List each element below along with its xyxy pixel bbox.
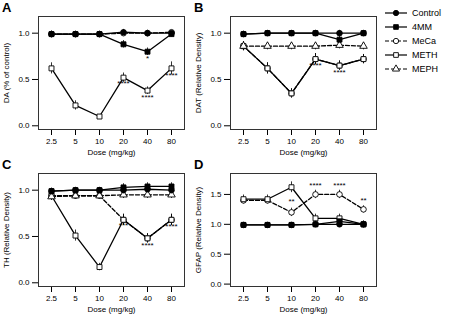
svg-text:*: * [146,54,149,63]
svg-text:2.5: 2.5 [238,137,250,146]
svg-text:TH (Relative Density): TH (Relative Density) [2,192,11,268]
svg-text:GFAP (Relative Density): GFAP (Relative Density) [194,186,203,273]
svg-text:5: 5 [265,294,270,303]
svg-text:***: *** [119,221,128,230]
svg-text:80: 80 [167,294,176,303]
svg-text:40: 40 [335,137,344,146]
html-text:MeCa: MeCa [412,36,436,46]
svg-text:10: 10 [287,137,296,146]
svg-text:1.0: 1.0 [210,29,222,38]
svg-text:20: 20 [311,294,320,303]
svg-text:****: **** [165,71,177,80]
svg-text:1.0: 1.0 [210,220,222,229]
svg-text:0.5: 0.5 [18,232,30,241]
html-text:C: C [2,157,12,172]
svg-text:5: 5 [73,137,78,146]
svg-text:0.0: 0.0 [18,121,30,130]
svg-text:****: **** [333,68,345,77]
svg-text:****: **** [309,61,321,70]
svg-text:80: 80 [167,137,176,146]
svg-text:****: **** [309,181,321,190]
svg-text:DA (% of control): DA (% of control) [2,42,11,103]
svg-text:Dose (mg/kg): Dose (mg/kg) [87,305,135,314]
svg-text:2.5: 2.5 [46,137,58,146]
svg-text:**: ** [288,197,294,206]
svg-text:1.5: 1.5 [210,190,222,199]
svg-text:2.5: 2.5 [238,294,250,303]
svg-text:80: 80 [359,137,368,146]
svg-text:0.5: 0.5 [210,250,222,259]
svg-text:0.0: 0.0 [210,280,222,289]
svg-text:0.0: 0.0 [18,278,30,287]
svg-text:0.5: 0.5 [18,75,30,84]
svg-text:10: 10 [95,137,104,146]
svg-text:40: 40 [143,137,152,146]
html-text:Control: Control [412,8,441,18]
svg-text:1.0: 1.0 [18,29,30,38]
svg-text:5: 5 [73,294,78,303]
svg-text:DAT (Relative Density): DAT (Relative Density) [194,32,203,113]
svg-text:****: **** [333,181,345,190]
svg-text:1.0: 1.0 [18,186,30,195]
svg-text:**: ** [360,196,366,205]
html-text:B: B [194,0,204,15]
svg-text:Dose (mg/kg): Dose (mg/kg) [279,148,327,157]
svg-text:0.5: 0.5 [210,75,222,84]
svg-text:80: 80 [359,294,368,303]
svg-text:20: 20 [119,294,128,303]
svg-text:Dose (mg/kg): Dose (mg/kg) [279,305,327,314]
svg-text:20: 20 [311,137,320,146]
svg-text:****: **** [141,241,153,250]
svg-text:10: 10 [287,294,296,303]
html-text:A: A [2,0,12,15]
svg-text:2.5: 2.5 [46,294,58,303]
svg-text:Dose (mg/kg): Dose (mg/kg) [87,148,135,157]
html-text:D: D [194,157,204,172]
svg-text:0.0: 0.0 [210,121,222,130]
html-text:4MM: 4MM [412,22,432,32]
html-text:METH: METH [412,50,438,60]
svg-text:****: **** [141,93,153,102]
html-text:MEPH: MEPH [412,64,438,74]
svg-text:20: 20 [119,137,128,146]
svg-text:5: 5 [265,137,270,146]
svg-text:****: **** [165,222,177,231]
svg-text:40: 40 [143,294,152,303]
svg-text:40: 40 [335,294,344,303]
svg-text:10: 10 [95,294,104,303]
svg-text:****: **** [117,79,129,88]
